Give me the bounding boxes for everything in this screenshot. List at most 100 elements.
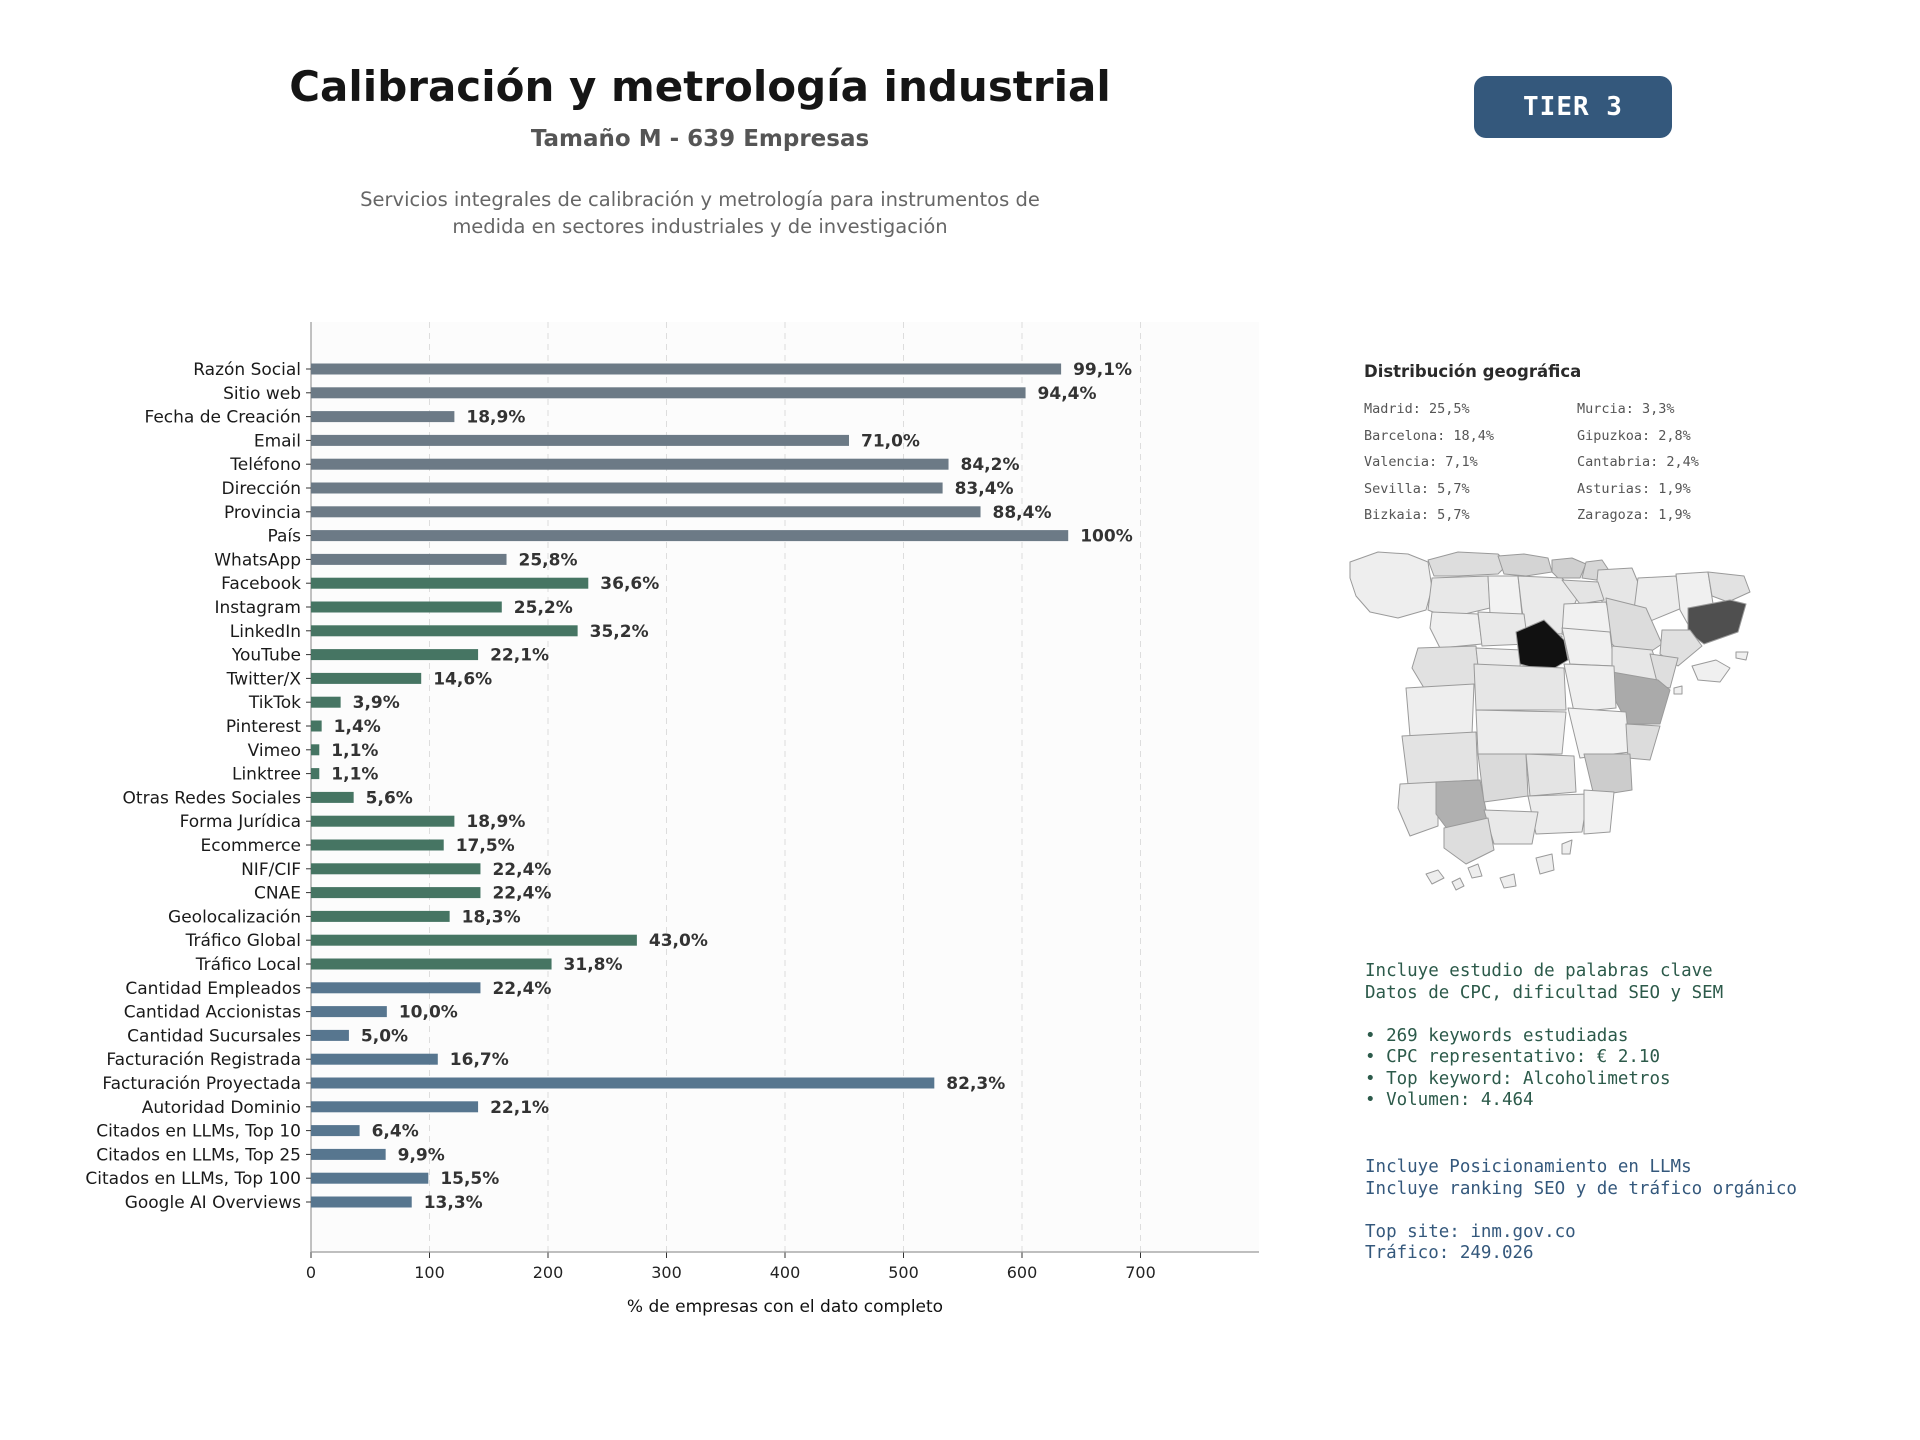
data-label: 22,4%: [492, 860, 551, 880]
tier-badge: TIER 3: [1474, 76, 1672, 138]
map-region-almeria: [1583, 789, 1615, 835]
category-label: Forma Jurídica: [180, 812, 301, 832]
map-region-menorca: [1735, 651, 1749, 661]
category-label: Citados en LLMs, Top 25: [96, 1145, 301, 1165]
bar: [311, 887, 481, 899]
data-label: 1,4%: [334, 717, 381, 737]
map-region-murcia: [1583, 753, 1633, 797]
map-region-guadalajara: [1561, 627, 1615, 667]
map-region-cordoba: [1477, 753, 1529, 803]
data-label: 5,0%: [361, 1026, 408, 1046]
data-label: 71,0%: [861, 431, 920, 451]
category-label: Provincia: [224, 503, 301, 523]
keywords-line: • Volumen: 4.464: [1365, 1090, 1534, 1110]
bar: [311, 1125, 360, 1137]
category-label: WhatsApp: [214, 550, 301, 570]
geo-item: Madrid: 25,5%: [1364, 401, 1470, 417]
bar: [311, 768, 320, 780]
category-label: Tráfico Local: [195, 955, 301, 975]
data-label: 31,8%: [564, 955, 623, 975]
category-label: NIF/CIF: [241, 860, 301, 880]
description-line: medida en sectores industriales y de inv…: [452, 215, 948, 238]
geo-list-left: Madrid: 25,5% Barcelona: 18,4% Valencia: 7…: [1364, 399, 1494, 532]
data-label: 14,6%: [433, 669, 492, 689]
map-region-zamora: [1429, 611, 1483, 649]
llm-line: Top site: inm.gov.co: [1365, 1221, 1576, 1242]
data-label: 36,6%: [600, 574, 659, 594]
page-title: Calibración y metrología industrial: [289, 62, 1111, 111]
data-label: 13,3%: [424, 1193, 483, 1213]
bar: [311, 411, 455, 423]
bar: [311, 1172, 429, 1184]
bar: [311, 863, 481, 875]
map-region-barcelona: [1687, 599, 1747, 645]
bar: [311, 577, 589, 589]
data-label: 9,9%: [398, 1145, 445, 1165]
bar: [311, 601, 502, 613]
bar: [311, 839, 444, 851]
data-label: 88,4%: [993, 503, 1052, 523]
category-label: CNAE: [254, 884, 301, 904]
category-label: Citados en LLMs, Top 100: [85, 1169, 301, 1189]
geo-item: Cantabria: 2,4%: [1577, 454, 1699, 470]
data-label: 99,1%: [1073, 360, 1132, 380]
bar: [311, 672, 422, 684]
data-label: 84,2%: [961, 455, 1020, 475]
category-label: Linktree: [232, 765, 301, 785]
keywords-line: Incluye estudio de palabras clave: [1365, 961, 1713, 981]
category-label: Cantidad Sucursales: [127, 1026, 301, 1046]
category-label: Otras Redes Sociales: [123, 788, 302, 808]
x-tick-label: 300: [651, 1263, 682, 1282]
map-region-cadiz: [1443, 817, 1495, 865]
x-tick-label: 100: [414, 1263, 445, 1282]
category-label: Facebook: [221, 574, 301, 594]
bar-chart: 0 100 200 300 400 500 600 700 Razón Social 99,1% S…: [85, 322, 1259, 1317]
geo-item: Barcelona: 18,4%: [1364, 427, 1495, 444]
bar: [311, 530, 1069, 542]
data-label: 25,2%: [514, 598, 573, 618]
map-region-galicia: [1349, 551, 1433, 619]
data-label: 35,2%: [590, 622, 649, 642]
category-label: Facturación Registrada: [106, 1050, 301, 1070]
geo-list-right: Murcia: 3,3% Gipuzkoa: 2,8% Cantabria: 2,4…: [1577, 399, 1699, 532]
bar: [311, 934, 637, 946]
x-tick-label: 500: [888, 1263, 919, 1282]
map-region-huelva: [1397, 781, 1439, 837]
map-region-leon: [1427, 575, 1491, 619]
category-label: Autoridad Dominio: [142, 1098, 301, 1118]
bar: [311, 720, 322, 732]
category-label: YouTube: [231, 646, 301, 666]
map-region-cantabria: [1497, 553, 1553, 577]
data-label: 18,9%: [466, 408, 525, 428]
llm-line: Tráfico: 249.026: [1365, 1243, 1534, 1263]
llm-info: Incluye Posicionamiento en LLMs Incluye r…: [1365, 1157, 1797, 1265]
map-region-salamanca: [1411, 645, 1481, 689]
bar: [311, 506, 981, 518]
bar: [311, 1006, 387, 1018]
data-label: 82,3%: [946, 1074, 1005, 1094]
category-label: Razón Social: [193, 360, 301, 380]
bar: [311, 910, 450, 922]
bar: [311, 815, 455, 827]
category-label: Instagram: [215, 598, 302, 618]
bar: [311, 1148, 386, 1160]
category-label: Fecha de Creación: [144, 408, 301, 428]
category-label: Cantidad Empleados: [125, 979, 301, 999]
data-label: 22,1%: [490, 1098, 549, 1118]
keywords-line: • 269 keywords estudiadas: [1365, 1025, 1629, 1046]
map-region-alicante: [1625, 723, 1661, 761]
map-region-rioja: [1561, 579, 1605, 605]
category-label: Vimeo: [248, 741, 301, 761]
x-tick-label: 600: [1007, 1263, 1038, 1282]
data-label: 10,0%: [399, 1003, 458, 1023]
data-label: 25,8%: [519, 550, 578, 570]
geo-title: Distribución geográfica: [1364, 362, 1582, 381]
geo-item: Sevilla: 5,7%: [1364, 480, 1470, 497]
bar: [311, 458, 949, 470]
bar: [311, 1053, 438, 1065]
bar: [311, 482, 943, 494]
map-region-cuenca: [1563, 663, 1617, 713]
category-label: Pinterest: [226, 717, 301, 737]
data-label: 6,4%: [372, 1122, 419, 1142]
llm-line: [1365, 1200, 1797, 1222]
